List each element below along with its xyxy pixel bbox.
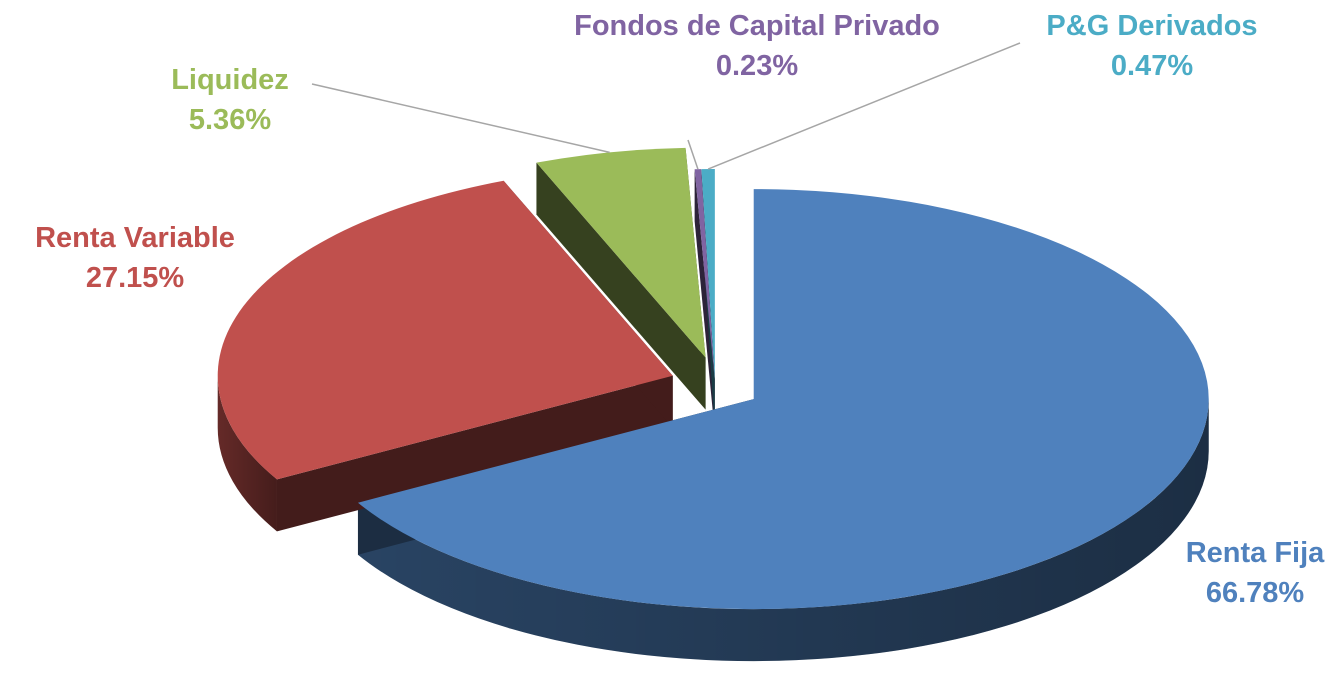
category-label: Fondos de Capital Privado (574, 10, 940, 42)
pie-labels: Renta Fija 66.78% Renta Variable 27.15% Liqu… (35, 10, 1325, 609)
value-label: 27.15% (86, 262, 185, 294)
slice (694, 169, 715, 380)
category-label: Renta Fija (1186, 537, 1325, 569)
slice-cut (276, 375, 673, 532)
category-label: P&G Derivados (1046, 10, 1257, 42)
slice-side-shade (217, 375, 277, 532)
slice (217, 180, 673, 480)
category-label: Liquidez (171, 64, 289, 96)
category-label: Renta Variable (35, 222, 235, 254)
leader-line (707, 42, 1021, 170)
slice (701, 169, 715, 380)
leader-line (311, 83, 610, 154)
slice (536, 147, 706, 358)
value-label: 0.23% (716, 50, 798, 82)
slice-cut (694, 169, 715, 432)
value-label: 5.36% (189, 104, 271, 136)
value-label: 0.47% (1111, 50, 1193, 82)
value-label: 66.78% (1206, 577, 1305, 609)
slice (357, 189, 1209, 610)
slice-side-shade (357, 399, 1209, 662)
pie-tops (217, 147, 1209, 610)
slice-cut (536, 162, 706, 410)
leader-line (687, 139, 699, 170)
